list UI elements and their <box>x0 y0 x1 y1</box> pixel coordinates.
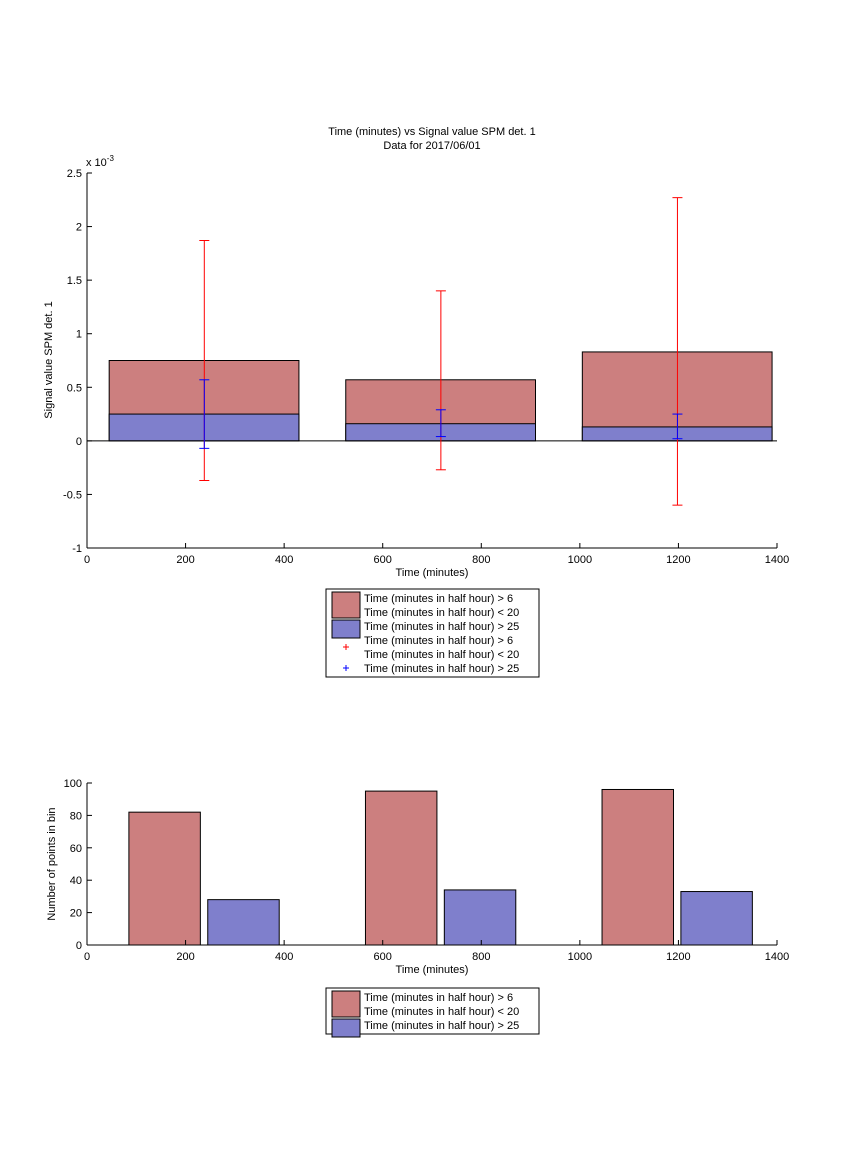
chart1-exponent-label: x 10-3 <box>86 154 114 169</box>
chart2-bar-series1-3 <box>364 790 438 946</box>
chart1-y-tick-label: 1 <box>76 329 82 341</box>
chart2-ylabel: Number of points in bin <box>46 807 58 920</box>
chart1-subtitle: Data for 2017/06/01 <box>383 140 480 152</box>
chart1-y-tick-label: 2.5 <box>67 168 82 180</box>
chart1-exponent-power: -3 <box>107 154 115 163</box>
chart2-legend-patch-1 <box>331 990 361 1018</box>
chart2-y-tick-label: 40 <box>70 875 82 887</box>
chart1-legend-patch-2 <box>331 619 361 639</box>
chart1-y-tick-label: -0.5 <box>63 489 82 501</box>
chart1-legend-entry-label: Time (minutes in half hour) < 20 <box>364 607 519 619</box>
chart2-bar-series1-1 <box>128 811 201 946</box>
chart2-x-tick-label: 600 <box>374 951 392 963</box>
chart2-plot: 0 200 400 600 800 1000 1200 1400 0 20 40 60 80 100 <box>64 778 790 963</box>
chart2-x-tick-label: 1400 <box>765 951 789 963</box>
chart2-x-tick-label: 800 <box>472 951 490 963</box>
chart2-y-tick-label: 60 <box>70 843 82 855</box>
chart1-x-tick-label: 200 <box>176 554 194 566</box>
chart1-y-tick-label: 0.5 <box>67 382 82 394</box>
chart1-ylabel: Signal value SPM det. 1 <box>43 301 55 418</box>
chart2-x-tick-label: 1000 <box>568 951 592 963</box>
chart2-legend-entry-label: Time (minutes in half hour) > 25 <box>364 1020 519 1032</box>
chart2-bar-series2-2 <box>207 899 280 946</box>
chart2-y-tick-label: 20 <box>70 908 82 920</box>
chart1-x-tick-label: 800 <box>472 554 490 566</box>
chart2-bar-series1-5 <box>601 788 674 946</box>
chart1-legend-entry-label: Time (minutes in half hour) > 6 <box>364 635 513 647</box>
chart1-y-tick-label: 0 <box>76 436 82 448</box>
chart2-bar-series2-4 <box>443 889 517 946</box>
chart2-legend: Time (minutes in half hour) > 6 Time (min… <box>325 987 540 1038</box>
chart2-legend-entry-label: Time (minutes in half hour) < 20 <box>364 1006 519 1018</box>
chart2-legend-entry-label: Time (minutes in half hour) > 6 <box>364 992 513 1004</box>
chart1-x-tick-label: 1200 <box>666 554 690 566</box>
chart2-x-tick-label: 1200 <box>666 951 690 963</box>
chart1-legend-entry-label: Time (minutes in half hour) > 6 <box>364 593 513 605</box>
chart1-x-tick-label: 400 <box>275 554 293 566</box>
chart2-y-tick-label: 80 <box>70 810 82 822</box>
chart2-legend-box <box>325 987 540 1035</box>
chart1-y-tick-label: 2 <box>76 222 82 234</box>
chart2-legend-patch-2 <box>331 1018 361 1038</box>
chart2-y-tick-label: 100 <box>64 778 82 790</box>
chart2-x-tick-label: 0 <box>84 951 90 963</box>
chart1-x-tick-label: 1000 <box>568 554 592 566</box>
chart2-x-tick-label: 400 <box>275 951 293 963</box>
chart1-legend-entry-label: Time (minutes in half hour) < 20 <box>364 649 519 661</box>
chart2-y-tick-label: 0 <box>76 940 82 952</box>
chart1-y-tick-label: -1 <box>72 543 82 555</box>
chart1-legend-entry-label: Time (minutes in half hour) > 25 <box>364 663 519 675</box>
chart1-legend-entry-label: Time (minutes in half hour) > 25 <box>364 621 519 633</box>
chart1-y-tick-label: 1.5 <box>67 275 82 287</box>
chart1-legend: Time (minutes in half hour) > 6 Time (min… <box>325 588 540 678</box>
chart1-legend-box <box>325 588 540 678</box>
chart2-x-tick-label: 200 <box>176 951 194 963</box>
chart2-xlabel: Time (minutes) <box>396 964 469 976</box>
chart1-x-tick-label: 0 <box>84 554 90 566</box>
chart1-x-tick-label: 600 <box>374 554 392 566</box>
chart1-exponent-base: x 10 <box>86 157 107 169</box>
chart1-xlabel: Time (minutes) <box>396 567 469 579</box>
chart1-plot: 0 200 400 600 800 1000 1200 1400 -1 -0.5 0 0.5 1 1.5 2… <box>63 168 789 566</box>
chart1-x-tick-label: 1400 <box>765 554 789 566</box>
chart1-legend-patch-1 <box>331 591 361 619</box>
chart1-title: Time (minutes) vs Signal value SPM det. … <box>328 126 535 138</box>
chart2-bar-series2-6 <box>680 891 753 946</box>
